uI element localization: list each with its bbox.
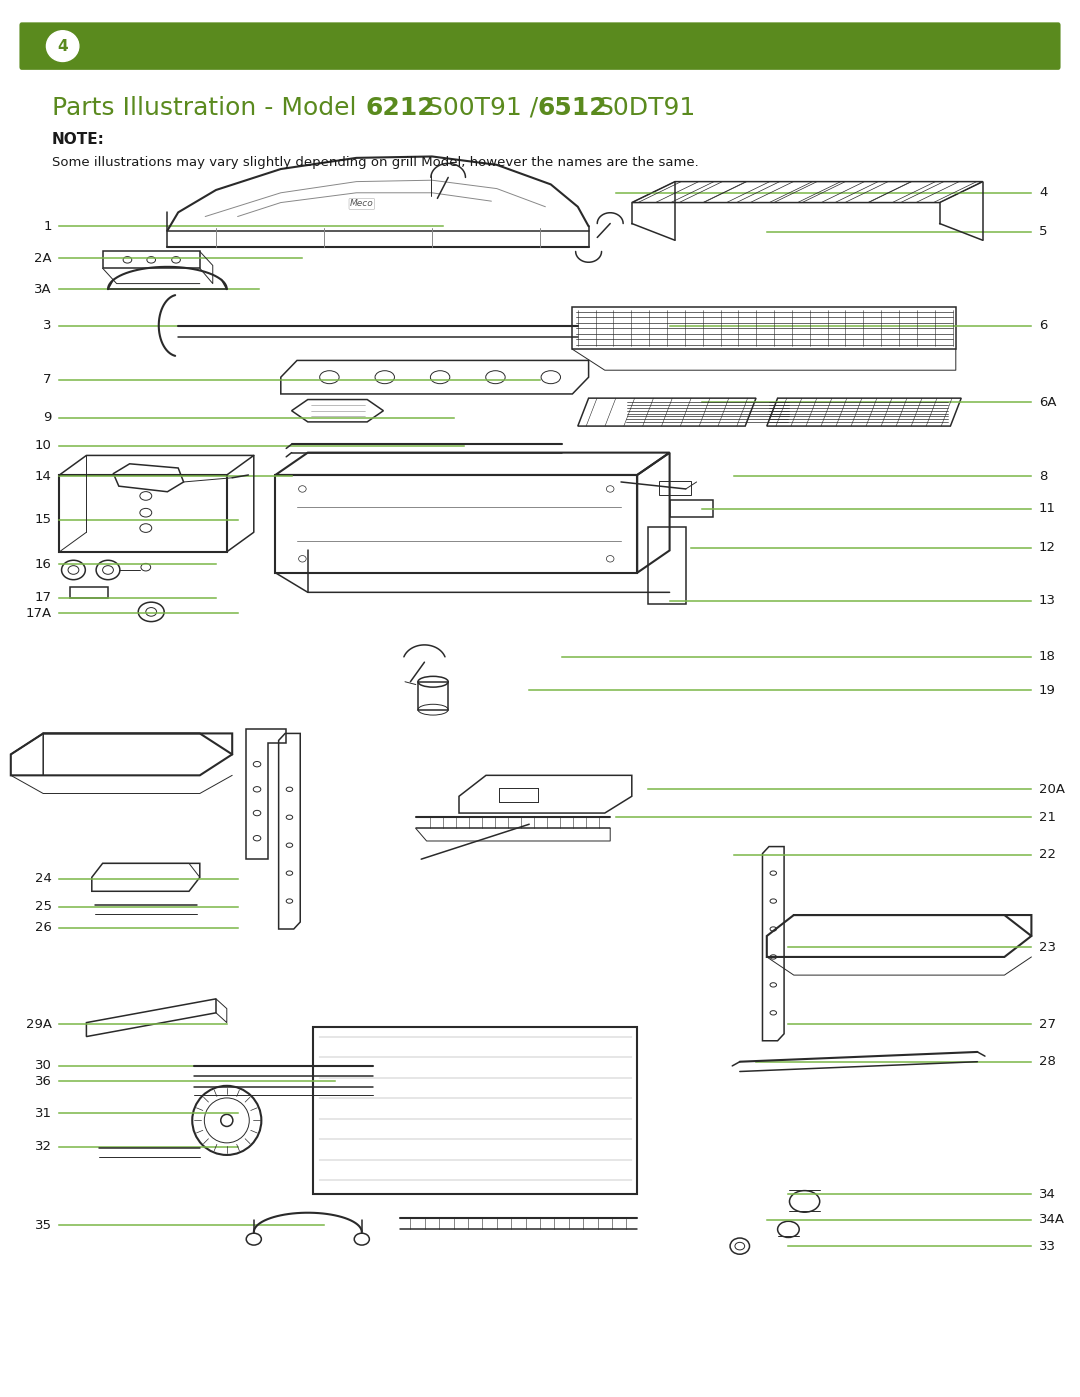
Text: 32: 32 [35,1140,52,1154]
Text: 15: 15 [35,513,52,527]
Text: 23: 23 [1039,940,1056,954]
Text: 3A: 3A [35,282,52,296]
Text: 6512: 6512 [538,95,607,120]
Text: 7: 7 [43,373,52,387]
Text: 20A: 20A [1039,782,1065,796]
Text: 28: 28 [1039,1055,1056,1069]
Text: 8: 8 [1039,469,1048,483]
Text: 2A: 2A [35,251,52,265]
Text: 17: 17 [35,591,52,605]
Text: NOTE:: NOTE: [52,133,105,147]
Text: 27: 27 [1039,1017,1056,1031]
Text: 35: 35 [35,1218,52,1232]
Text: 31: 31 [35,1106,52,1120]
Text: 22: 22 [1039,848,1056,862]
Text: 18: 18 [1039,650,1056,664]
Text: 5: 5 [1039,225,1048,239]
Text: Parts Illustration - Model: Parts Illustration - Model [52,95,364,120]
FancyBboxPatch shape [19,22,1061,70]
Text: 34A: 34A [1039,1213,1065,1227]
Text: 3: 3 [43,319,52,332]
Text: S0DT91: S0DT91 [597,95,696,120]
Text: 6A: 6A [1039,395,1056,409]
Text: 21: 21 [1039,810,1056,824]
Text: 29A: 29A [26,1017,52,1031]
Text: Meco: Meco [350,200,374,208]
Text: S00T91 /: S00T91 / [427,95,545,120]
Text: Some illustrations may vary slightly depending on grill Model, however the names: Some illustrations may vary slightly dep… [52,155,699,169]
Text: 17A: 17A [26,606,52,620]
Text: 24: 24 [35,872,52,886]
Ellipse shape [46,31,79,61]
Text: 11: 11 [1039,502,1056,515]
Text: 6212: 6212 [365,95,434,120]
Text: 33: 33 [1039,1239,1056,1253]
Text: 6: 6 [1039,319,1048,332]
Text: 13: 13 [1039,594,1056,608]
Text: 12: 12 [1039,541,1056,555]
Text: 25: 25 [35,900,52,914]
Text: 34: 34 [1039,1187,1056,1201]
Text: 16: 16 [35,557,52,571]
Text: 1: 1 [43,219,52,233]
Text: 10: 10 [35,439,52,453]
Text: 26: 26 [35,921,52,935]
Text: 14: 14 [35,469,52,483]
Text: 30: 30 [35,1059,52,1073]
Text: 19: 19 [1039,683,1056,697]
Text: 4: 4 [1039,186,1048,200]
Text: 36: 36 [35,1074,52,1088]
Text: 9: 9 [43,411,52,425]
Text: 4: 4 [57,39,68,53]
